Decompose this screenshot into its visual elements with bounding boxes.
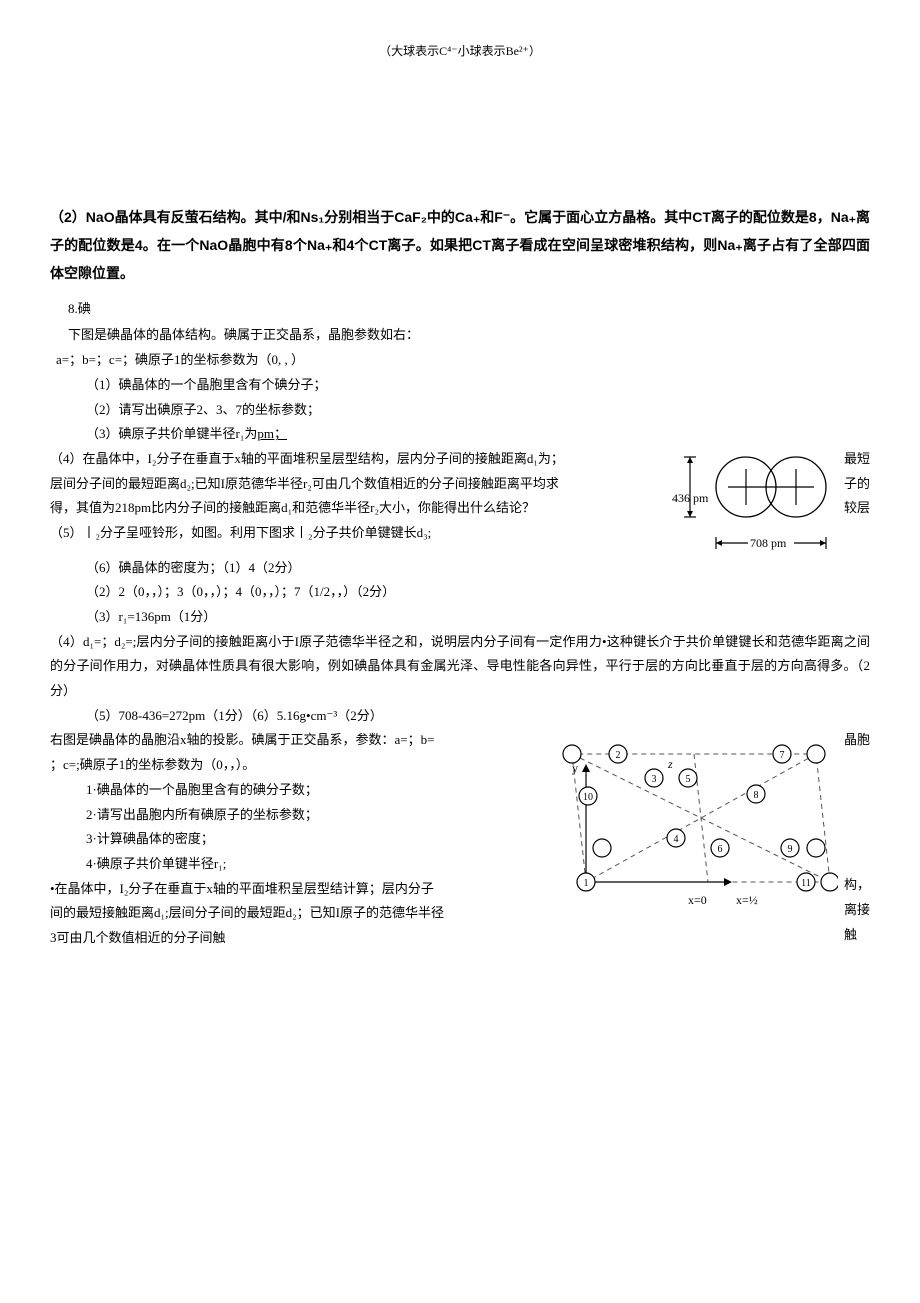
ion-caption: （大球表示C⁴⁻小球表示Be²⁺） [50,40,870,63]
proj3b-tail: 离接 [844,898,870,923]
svg-text:9: 9 [787,844,792,855]
proj-p3a: •在晶体中，I₂分子在垂直于x轴的平面堆积呈层型结计算；层内分子 [50,877,550,902]
svg-text:1: 1 [583,878,588,889]
svg-text:7: 7 [779,750,784,761]
tail-a: 最短 [844,447,870,472]
q8-sub3: （3）碘原子共价单键半径r₁为pm； [86,422,870,447]
q8-sub3-post: pm； [257,426,287,441]
q8-sub3-pre: （3）碘原子共价单键半径r₁为 [86,426,257,441]
proj-li2: 2·请写出晶胞内所有碘原子的坐标参数； [86,803,550,828]
svg-text:6: 6 [717,844,722,855]
q8-p1: 下图是碘晶体的晶体结构。碘属于正交晶系，晶胞参数如右： [68,323,870,348]
svg-text:3: 3 [651,774,656,785]
svg-text:z: z [667,757,673,771]
q8-sub6: （6）碘晶体的密度为；（1）4（2分） [86,556,660,581]
tail-col-2: 晶胞 构， 离接 触 [844,728,870,947]
proj3c-tail: 触 [844,923,870,948]
q8-p2: a=；b=；c=；碘原子1的坐标参数为（0, , ） [56,348,870,373]
svg-text:x=½: x=½ [736,893,758,907]
svg-text:x=0: x=0 [688,893,707,907]
svg-text:2: 2 [615,750,620,761]
svg-text:4: 4 [673,834,678,845]
label-436: 436 pm [672,491,709,505]
svg-text:11: 11 [801,878,811,889]
q8-sub2: （2）请写出碘原子2、3、7的坐标参数； [86,398,870,423]
q8-ans2: （2）2（0，，）；3（0，，）；4（0，，）；7（1/2，，）（2分） [86,580,660,605]
proj-li4: 4·碘原子共价单键半径r₁; [86,852,550,877]
projection-figure: yz1234567891011x=0x=½ [558,728,838,918]
proj3a-tail: 构， [844,873,870,898]
q8-sub4c: 得，其值为218pm比内分子间的接触距离d₁和范德华半径r₂大小，你能得出什么结… [50,496,660,521]
svg-text:5: 5 [685,774,690,785]
proj-li3: 3·计算碘晶体的密度； [86,827,550,852]
tail-col-1: 最短 子的 较层 [844,447,870,521]
svg-text:8: 8 [753,790,758,801]
q8-sub4b: 层间分子间的最短距离d₂;已知I原范德华半径r₂可由几个数值相近的分子间接触距离… [50,472,660,497]
q8-sub1: （1）碘晶体的一个晶胞里含有个碘分子； [86,373,870,398]
svg-text:10: 10 [583,792,593,803]
proj1-tail: 晶胞 [844,728,870,753]
label-708: 708 pm [750,536,787,550]
q8-sub5: （5）丨₂分子呈哑铃形，如图。利用下图求丨₂分子共价单键键长d₃; [50,521,660,546]
tail-c: 较层 [844,496,870,521]
proj-p2: ；c=;碘原子1的坐标参数为（0，，）。 [50,753,550,778]
proj-li1: 1·碘晶体的一个晶胞里含有的碘分子数； [86,778,550,803]
q8-sub4a: （4）在晶体中，I₂分子在垂直于x轴的平面堆积呈层型结构，层内分子间的接触距离d… [50,447,660,472]
proj-p3b: 间的最短接触距离d₁;层间分子间的最短距d₂；已知I原子的范德华半径 [50,901,550,926]
q8-heading: 8.碘 [68,297,870,322]
proj-p1: 右图是碘晶体的晶胞沿x轴的投影。碘属于正交晶系，参数：a=；b= [50,728,550,753]
paragraph-2: （2）NaO晶体具有反萤石结构。其中/和Ns₁分别相当于CaF₂中的Ca₊和F⁻… [50,203,870,287]
tail-b: 子的 [844,472,870,497]
dumbbell-figure: 436 pm 708 pm [668,447,838,567]
proj-p3c: 3可由几个数值相近的分子间触 [50,926,550,951]
q8-ans4: （4）d₁=；d₂=;层内分子间的接触距离小于I原子范德华半径之和，说明层内分子… [50,630,870,704]
q8-ans5: （5）708-436=272pm（1分）（6）5.16g•cm⁻³（2分） [86,704,870,729]
q8-ans3: （3）r₁=136pm（1分） [86,605,660,630]
